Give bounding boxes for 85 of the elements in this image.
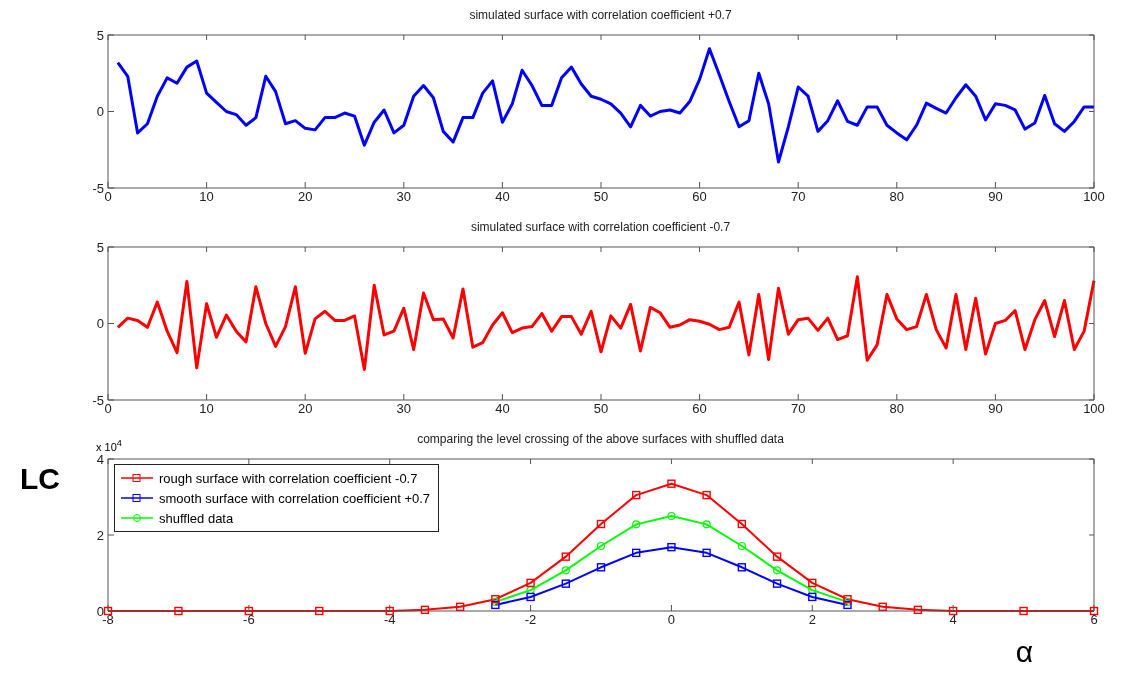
x-tick-label: 40 bbox=[495, 189, 510, 205]
x-tick-label: 90 bbox=[988, 401, 1003, 417]
point bbox=[596, 563, 606, 572]
point bbox=[561, 566, 570, 575]
x-tick-label: 2 bbox=[808, 612, 816, 628]
point bbox=[174, 606, 183, 616]
legend-label: rough surface with correlation coefficient -0.7 bbox=[159, 470, 418, 486]
point bbox=[420, 605, 430, 615]
x-tick-label: 60 bbox=[692, 189, 707, 205]
y-tick-label: 0 bbox=[96, 104, 104, 120]
x-tick-label: 80 bbox=[889, 401, 905, 417]
point bbox=[808, 586, 817, 595]
x-tick-label: 30 bbox=[396, 401, 412, 417]
point bbox=[808, 578, 817, 588]
y-tick-label: -5 bbox=[92, 180, 104, 196]
point bbox=[632, 490, 641, 500]
line-series bbox=[116, 275, 1096, 371]
chart-title: comparing the level crossing of the above surfaces with shuffled data bbox=[417, 432, 784, 446]
y-tick-label: 5 bbox=[96, 239, 104, 255]
y-tick-label: 5 bbox=[96, 27, 104, 43]
x-tick-label: 10 bbox=[199, 401, 214, 417]
point bbox=[526, 586, 535, 595]
legend-label: smooth surface with correlation coefficient +0.7 bbox=[159, 490, 431, 506]
y-axis-title: LC bbox=[20, 462, 60, 496]
y-tick-label: -5 bbox=[92, 392, 104, 408]
point bbox=[737, 541, 746, 551]
point bbox=[491, 600, 500, 610]
line-series bbox=[116, 47, 1096, 164]
x-tick-label: 50 bbox=[593, 189, 609, 205]
point bbox=[737, 519, 747, 529]
point bbox=[772, 552, 782, 561]
x-tick-label: 20 bbox=[297, 401, 313, 417]
x-tick-label: 0 bbox=[667, 612, 676, 628]
point bbox=[667, 542, 676, 552]
point bbox=[596, 519, 606, 529]
point bbox=[244, 606, 254, 616]
point bbox=[913, 605, 923, 615]
point bbox=[385, 606, 394, 616]
point bbox=[702, 520, 711, 529]
x-tick-label: 6 bbox=[1090, 612, 1098, 628]
x-tick-label: 80 bbox=[889, 189, 905, 205]
point bbox=[526, 592, 535, 602]
x-tick-label: 4 bbox=[949, 612, 957, 628]
point bbox=[561, 579, 570, 588]
y-tick-label: 0 bbox=[96, 316, 104, 332]
point bbox=[632, 520, 641, 529]
x-axis-title: α bbox=[1015, 635, 1033, 669]
chart-title: simulated surface with correlation coefficient -0.7 bbox=[469, 220, 732, 236]
x-tick-label: 40 bbox=[495, 401, 510, 417]
x-tick-label: 10 bbox=[199, 189, 214, 205]
x-tick-label: 70 bbox=[790, 189, 806, 205]
x-tick-label: -4 bbox=[383, 612, 396, 628]
point bbox=[948, 606, 958, 616]
x-tick-label: 50 bbox=[593, 401, 609, 417]
point bbox=[772, 566, 782, 575]
x-tick-label: 90 bbox=[988, 189, 1003, 205]
point bbox=[596, 541, 606, 551]
point bbox=[772, 579, 782, 588]
text: x 10$^{4}$ bbox=[96, 438, 122, 453]
point bbox=[878, 602, 887, 612]
point bbox=[526, 578, 535, 588]
x-tick-label: 70 bbox=[790, 401, 806, 417]
x-tick-label: 20 bbox=[297, 189, 313, 205]
chart-title: simulated surface with correlation coefficient +0.7 bbox=[468, 8, 733, 24]
y-tick-label: 4 bbox=[96, 451, 104, 467]
point bbox=[702, 548, 711, 558]
point bbox=[632, 548, 641, 558]
x-tick-label: -2 bbox=[524, 612, 537, 628]
legend-label: shuffled data bbox=[159, 510, 234, 526]
point bbox=[667, 511, 676, 521]
point bbox=[843, 600, 852, 610]
y-tick-label: 2 bbox=[96, 527, 104, 543]
x-tick-label: 100 bbox=[1083, 189, 1105, 205]
x-tick-label: 30 bbox=[396, 189, 412, 205]
point bbox=[702, 490, 711, 500]
point bbox=[455, 602, 465, 612]
x-tick-label: 100 bbox=[1083, 401, 1105, 417]
point bbox=[737, 563, 747, 572]
point bbox=[315, 606, 324, 616]
point bbox=[667, 479, 676, 488]
point bbox=[561, 552, 570, 561]
x-tick-label: 60 bbox=[692, 401, 707, 417]
point bbox=[1019, 606, 1028, 616]
x-tick-label: -6 bbox=[243, 612, 255, 628]
point bbox=[808, 592, 817, 602]
